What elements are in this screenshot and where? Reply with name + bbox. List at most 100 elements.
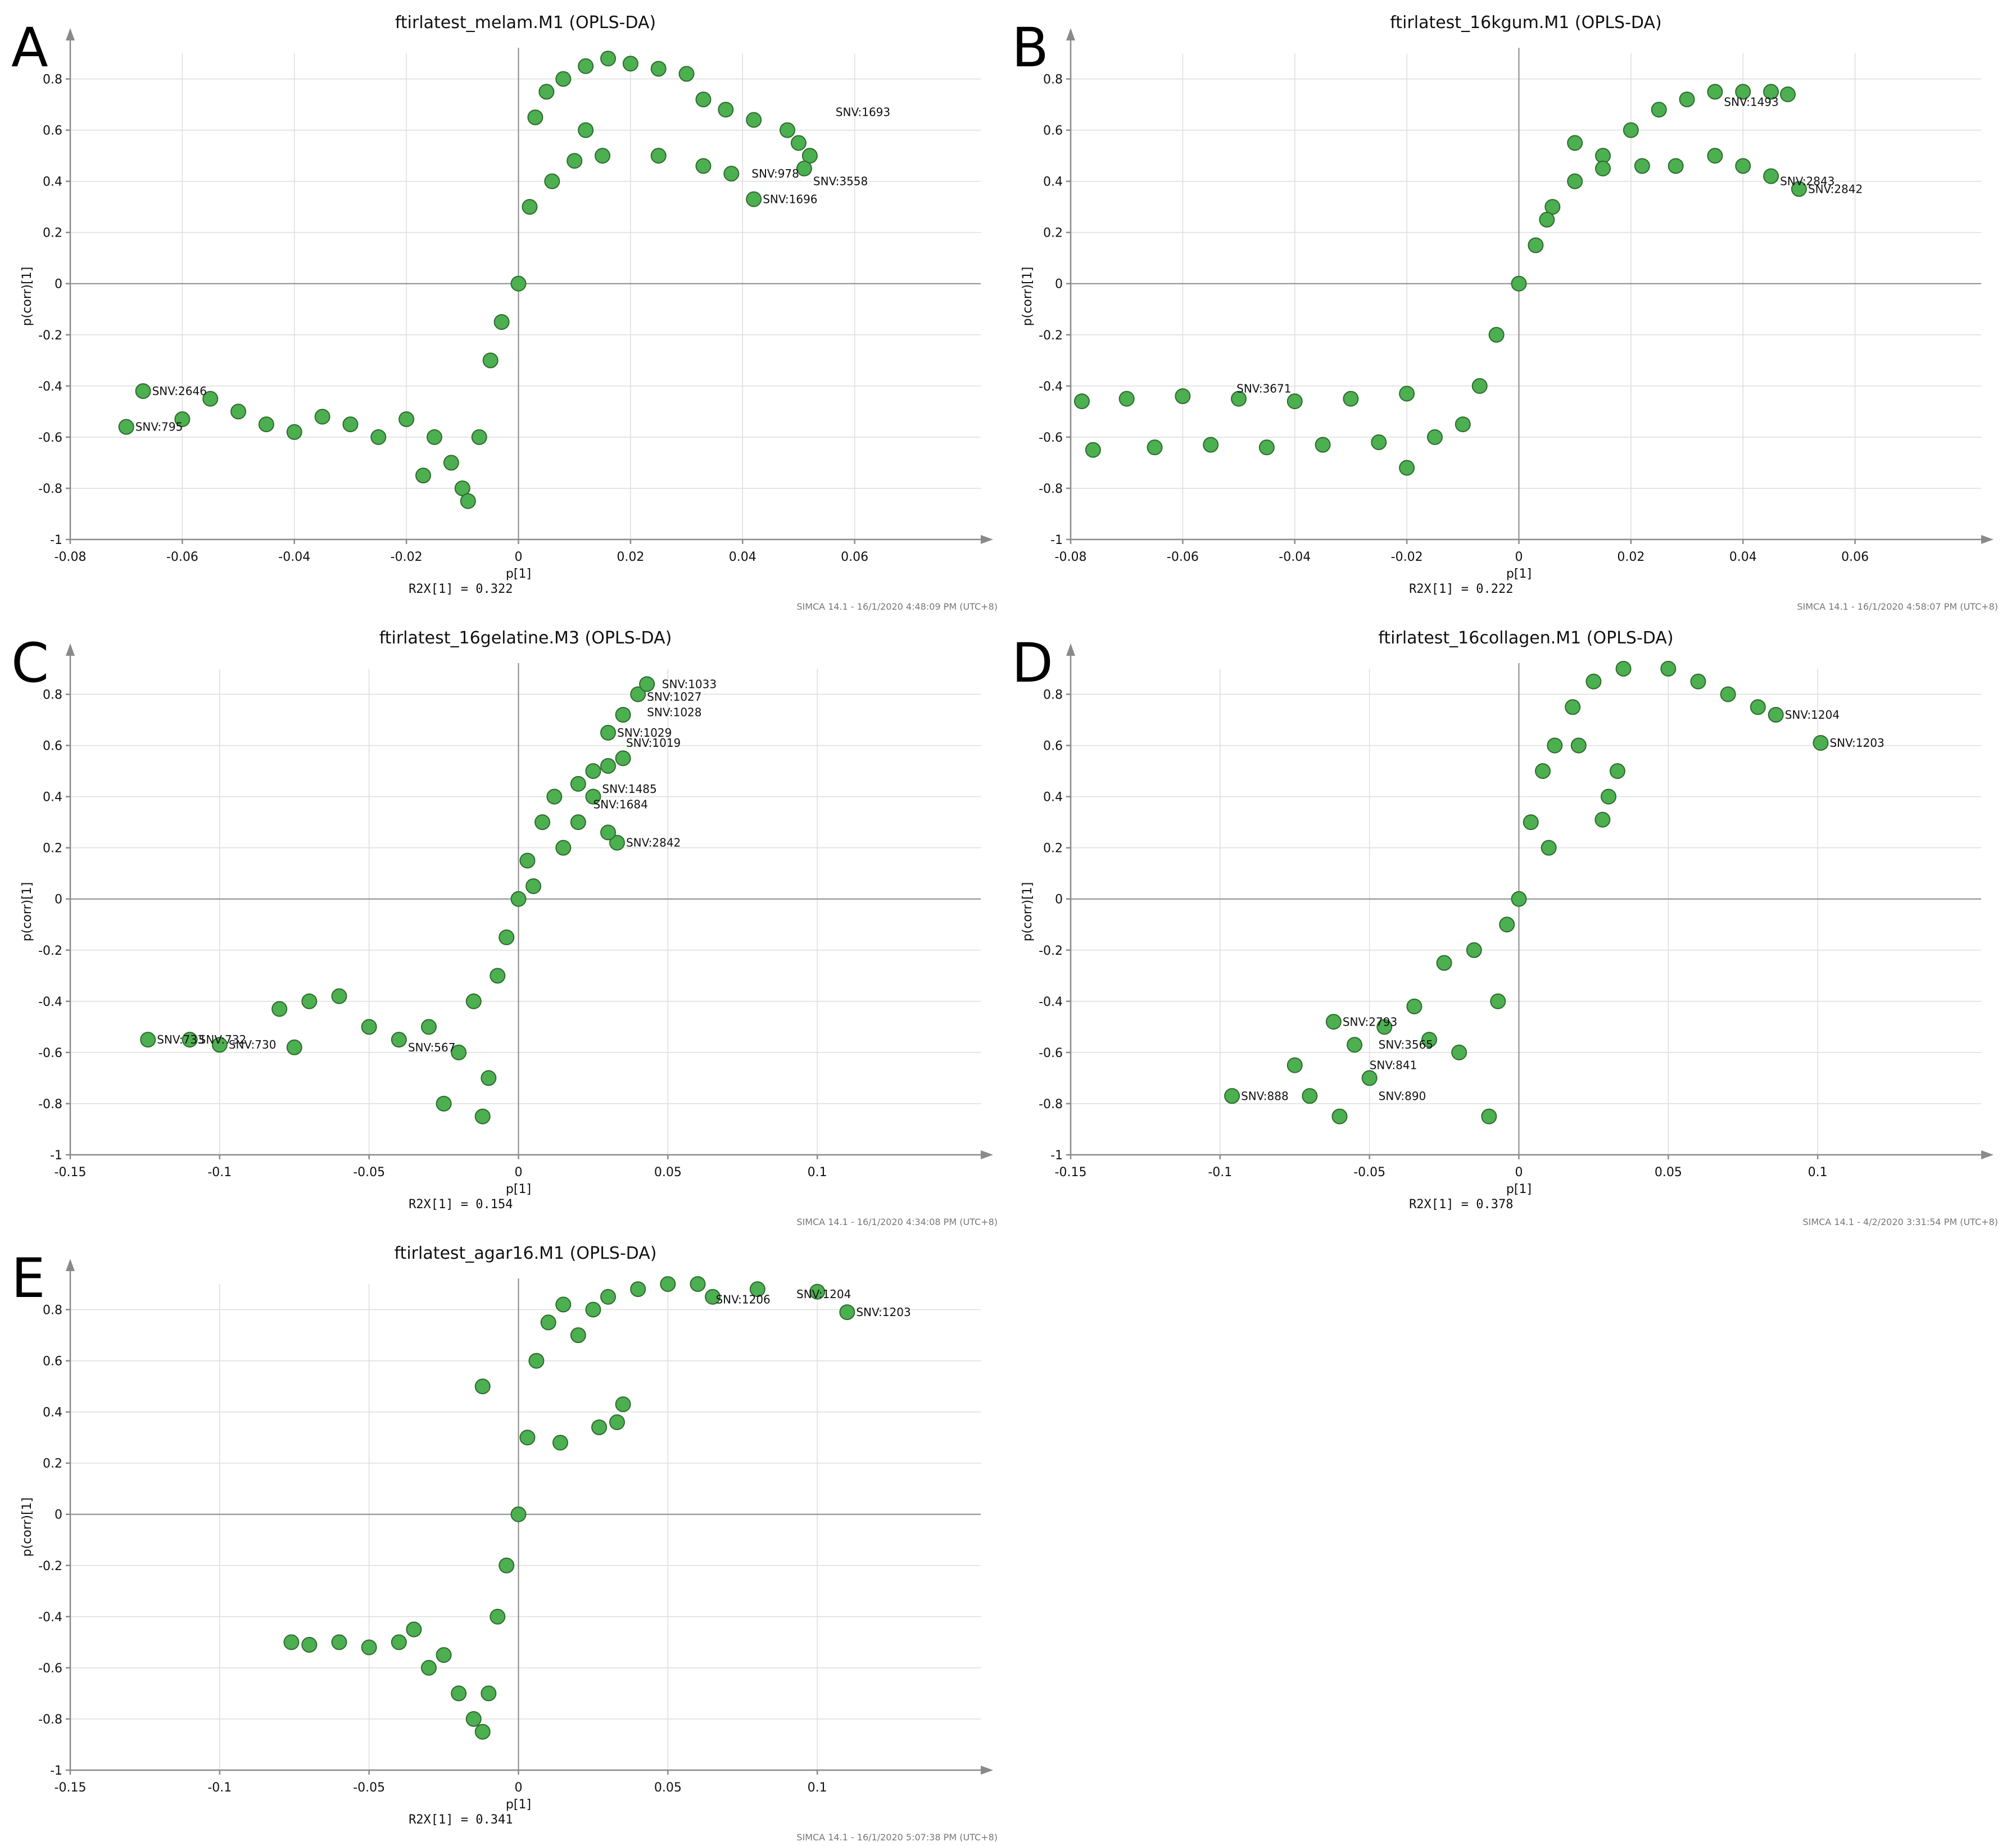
simca-footer: SIMCA 14.1 - 4/2/2020 3:31:54 PM (UTC+8)	[1803, 1217, 1999, 1227]
chart-title: ftirlatest_16collagen.M1 (OPLS-DA)	[1378, 628, 1673, 648]
r2x-value: R2X[1] = 0.341	[409, 1813, 513, 1827]
x-axis-label: p[1]	[506, 567, 531, 581]
x-axis-arrow-icon	[981, 535, 993, 544]
point-label: SNV:978	[751, 167, 799, 180]
y-tick-label: -0.2	[38, 329, 62, 343]
x-axis-label: p[1]	[1506, 567, 1532, 581]
data-point	[528, 1353, 545, 1369]
y-tick-label: 0.8	[43, 688, 62, 702]
data-point	[622, 56, 638, 72]
r2x-value: R2X[1] = 0.322	[409, 582, 513, 596]
y-tick-label: -0.4	[38, 380, 62, 394]
y-tick-label: 0.8	[43, 73, 62, 87]
data-point	[527, 109, 543, 125]
point-label: SNV:1029	[617, 726, 672, 740]
data-point	[746, 191, 762, 207]
data-point	[415, 468, 432, 484]
y-tick-label: -1	[1050, 1149, 1063, 1163]
point-label: SNV:2793	[1343, 1015, 1397, 1028]
data-point	[585, 788, 601, 805]
data-point	[493, 314, 510, 330]
x-tick-label: -0.06	[1167, 550, 1199, 564]
data-point	[1567, 135, 1583, 151]
x-tick-label: -0.05	[353, 1165, 385, 1180]
x-tick-label: -0.05	[353, 1781, 385, 1795]
point-label: SNV:1485	[602, 782, 656, 796]
point-label: SNV:2842	[626, 836, 681, 850]
data-point	[1343, 391, 1359, 407]
data-point	[538, 84, 555, 100]
data-point	[585, 1301, 601, 1318]
data-point	[705, 1289, 721, 1305]
data-point	[796, 160, 812, 176]
chart-title: ftirlatest_16kgum.M1 (OPLS-DA)	[1390, 13, 1661, 33]
data-point	[609, 1414, 625, 1430]
point-label: SNV:1684	[593, 797, 647, 811]
x-axis-arrow-icon	[981, 1766, 993, 1775]
y-tick-label: 0.6	[43, 740, 62, 754]
simca-footer: SIMCA 14.1 - 16/1/2020 4:58:07 PM (UTC+8…	[1797, 601, 1998, 612]
y-tick-label: -0.6	[38, 1046, 62, 1060]
x-tick-label: 0	[1515, 1165, 1523, 1180]
data-point	[421, 1659, 437, 1676]
data-point	[1528, 237, 1544, 253]
data-point	[286, 1039, 302, 1055]
y-tick-label: 0.2	[43, 226, 62, 241]
y-tick-label: 0	[1055, 278, 1063, 292]
data-point	[118, 419, 134, 435]
data-point	[600, 1289, 616, 1305]
data-point	[639, 676, 655, 692]
x-tick-label: 0.1	[808, 1165, 827, 1180]
y-tick-label: -0.8	[38, 1097, 62, 1112]
data-point	[650, 148, 667, 164]
point-label: SNV:1027	[647, 690, 701, 704]
data-point	[460, 493, 476, 509]
y-tick-label: 0.8	[1043, 73, 1063, 87]
x-tick-label: -0.04	[1279, 550, 1311, 564]
data-point	[1231, 391, 1247, 407]
data-point	[660, 1276, 676, 1292]
data-point	[525, 878, 542, 894]
chart-title: ftirlatest_agar16.M1 (OPLS-DA)	[395, 1244, 657, 1263]
data-point	[465, 993, 482, 1009]
x-tick-label: -0.02	[1391, 550, 1423, 564]
y-tick-label: -0.2	[1039, 944, 1063, 958]
data-point	[398, 411, 415, 428]
data-point	[600, 758, 616, 774]
panel-letter: B	[1012, 16, 1049, 79]
data-point	[1073, 393, 1090, 410]
data-point	[1567, 173, 1583, 189]
data-point	[595, 148, 611, 164]
y-tick-label: -1	[50, 1149, 62, 1163]
y-tick-label: -0.6	[1039, 431, 1063, 445]
y-axis-label: p(corr)[1]	[1021, 882, 1035, 942]
point-label: SNV:1203	[1829, 736, 1884, 750]
y-tick-label: -0.2	[38, 944, 62, 958]
y-tick-label: 0.2	[43, 1457, 62, 1471]
x-tick-label: 0.04	[729, 550, 756, 564]
data-point	[1451, 1044, 1467, 1060]
point-label: SNV:890	[1379, 1089, 1426, 1103]
x-tick-label: 0.1	[1808, 1165, 1828, 1180]
data-point	[1175, 388, 1191, 405]
y-tick-label: -1	[50, 1764, 62, 1778]
data-point	[570, 775, 586, 792]
data-point	[510, 891, 527, 907]
data-point	[1258, 439, 1275, 456]
data-point	[544, 173, 560, 189]
data-point	[615, 750, 631, 766]
data-point	[1707, 148, 1723, 164]
data-point	[555, 71, 572, 87]
data-point	[474, 1108, 491, 1124]
panel-letter: A	[11, 16, 48, 79]
data-point	[1147, 439, 1163, 456]
y-axis-label: p(corr)[1]	[20, 267, 34, 326]
data-point	[1565, 699, 1581, 715]
y-axis-arrow-icon	[66, 28, 75, 40]
x-tick-label: 0.04	[1729, 550, 1757, 564]
data-point	[370, 429, 387, 445]
data-point	[1203, 437, 1219, 453]
data-point	[1421, 1032, 1437, 1048]
data-point	[140, 1032, 156, 1048]
data-point	[510, 275, 527, 292]
